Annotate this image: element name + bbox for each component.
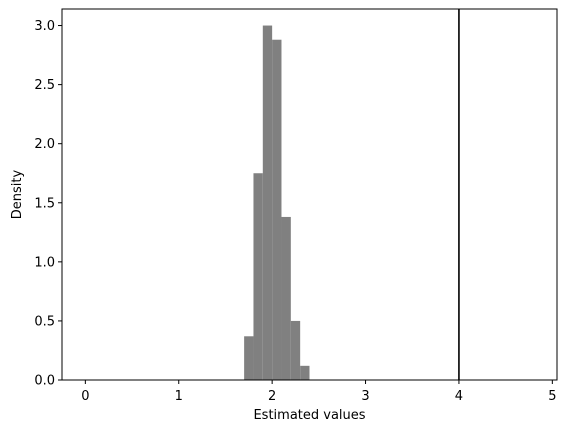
histogram-bars xyxy=(244,25,310,380)
x-axis-label: Estimated values xyxy=(253,408,365,423)
histogram-bar xyxy=(253,173,263,380)
histogram-bar xyxy=(281,216,291,380)
y-tick-label: 1.0 xyxy=(34,255,55,270)
y-tick-label: 3.0 xyxy=(34,19,55,34)
x-tick-label: 5 xyxy=(548,389,556,404)
histogram-bar xyxy=(244,336,254,380)
histogram-bar xyxy=(272,39,282,380)
x-tick-label: 1 xyxy=(175,389,183,404)
y-axis-label: Density xyxy=(10,169,25,219)
x-tick-label: 2 xyxy=(268,389,276,404)
y-axis-ticks: 0.0 0.5 1.0 1.5 2.0 2.5 3.0 xyxy=(34,19,62,389)
histogram-bar xyxy=(262,25,273,380)
y-tick-label: 1.5 xyxy=(34,196,55,211)
y-tick-label: 2.5 xyxy=(34,78,55,93)
histogram-bar xyxy=(290,320,301,380)
x-axis-ticks: 0 1 2 3 4 5 xyxy=(81,380,556,404)
x-tick-label: 3 xyxy=(361,389,369,404)
x-tick-label: 0 xyxy=(81,389,89,404)
y-tick-label: 2.0 xyxy=(34,137,55,152)
plot-frame xyxy=(61,8,558,381)
histogram-bar xyxy=(300,365,310,380)
y-tick-label: 0.0 xyxy=(34,374,55,389)
y-tick-label: 0.5 xyxy=(34,314,55,329)
x-tick-label: 4 xyxy=(455,389,463,404)
